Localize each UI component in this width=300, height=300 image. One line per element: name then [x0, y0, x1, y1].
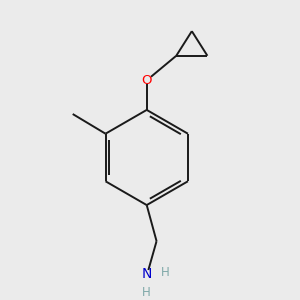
Text: N: N	[142, 267, 152, 281]
Text: H: H	[161, 266, 170, 279]
Text: H: H	[142, 286, 151, 299]
Text: O: O	[142, 74, 152, 87]
